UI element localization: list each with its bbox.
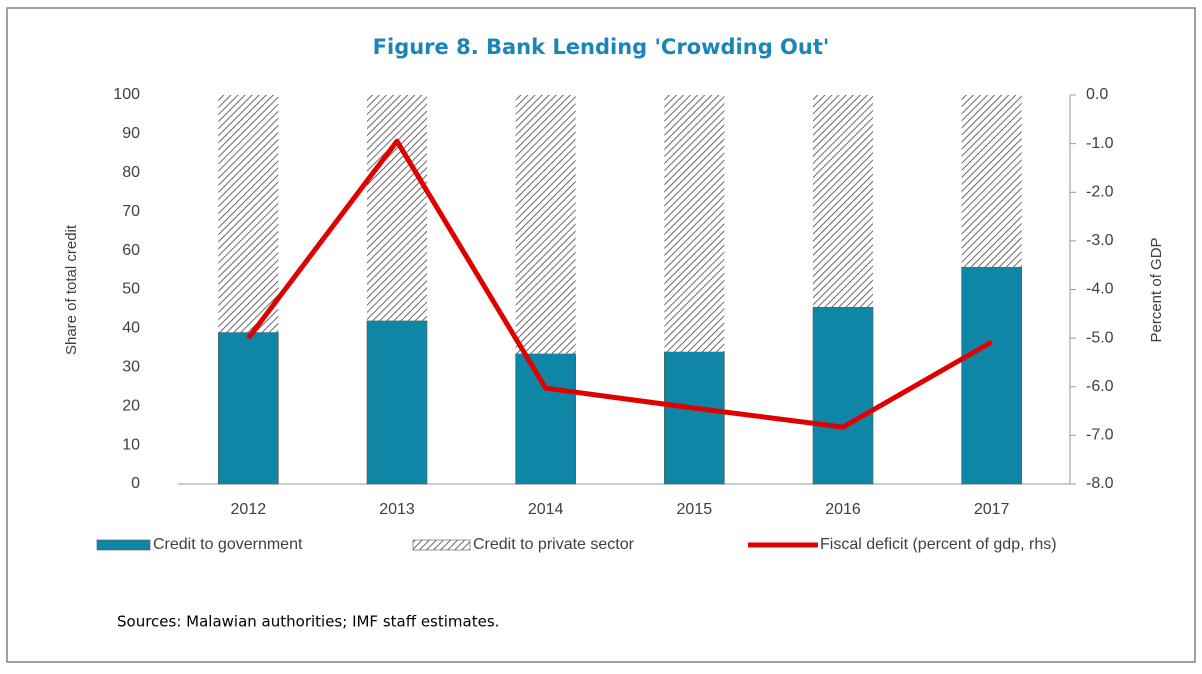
y2-tick-label: -2.0 bbox=[1086, 183, 1114, 200]
y-tick-label: 80 bbox=[122, 164, 140, 181]
bar-segment bbox=[515, 353, 576, 485]
bar-segment bbox=[961, 266, 1022, 485]
y-tick-label: 90 bbox=[122, 125, 140, 142]
bar-segment bbox=[515, 95, 576, 354]
bar-segment bbox=[961, 95, 1022, 267]
bar-segment bbox=[664, 351, 725, 485]
bar-segment bbox=[366, 320, 428, 485]
y2-axis-label: Percent of GDP bbox=[1148, 237, 1165, 342]
bar-segment bbox=[218, 331, 279, 485]
legend-label: Fiscal deficit (percent of gdp, rhs) bbox=[820, 536, 1057, 553]
y-tick-label: 30 bbox=[122, 359, 140, 376]
bar-segment bbox=[812, 306, 874, 485]
x-tick-label: 2015 bbox=[677, 501, 713, 518]
x-tick-label: 2017 bbox=[974, 501, 1010, 518]
y2-tick-label: -5.0 bbox=[1086, 329, 1114, 346]
y-tick-label: 20 bbox=[122, 397, 140, 414]
x-tick-label: 2016 bbox=[825, 501, 861, 518]
y-tick-label: 50 bbox=[122, 281, 140, 298]
y-tick-label: 100 bbox=[113, 86, 140, 103]
y-axis-label: Share of total credit bbox=[63, 224, 80, 355]
y-tick-label: 70 bbox=[122, 203, 140, 220]
y2-tick-label: -6.0 bbox=[1086, 378, 1114, 395]
y2-tick-label: -1.0 bbox=[1086, 135, 1114, 152]
bar-segment bbox=[367, 95, 427, 321]
frame bbox=[6, 7, 1196, 663]
y-tick-label: 0 bbox=[131, 475, 140, 492]
y2-tick-label: -4.0 bbox=[1086, 281, 1114, 298]
legend-label: Credit to private sector bbox=[473, 536, 635, 553]
x-tick-label: 2012 bbox=[231, 501, 267, 518]
y2-tick-label: -8.0 bbox=[1086, 475, 1114, 492]
y2-tick-label: -3.0 bbox=[1086, 232, 1114, 249]
y2-tick-label: -7.0 bbox=[1086, 427, 1114, 444]
y2-tick-label: 0.0 bbox=[1086, 86, 1108, 103]
legend-swatch bbox=[96, 539, 151, 551]
source-note: Sources: Malawian authorities; IMF staff… bbox=[117, 613, 499, 631]
legend-label: Credit to government bbox=[153, 536, 303, 553]
bar-segment bbox=[664, 95, 725, 352]
line-series bbox=[246, 138, 993, 430]
bar-segment bbox=[813, 95, 873, 308]
y-tick-label: 40 bbox=[122, 320, 140, 337]
x-tick-label: 2014 bbox=[528, 501, 564, 518]
x-tick-label: 2013 bbox=[379, 501, 415, 518]
y-tick-label: 10 bbox=[122, 436, 140, 453]
chart-title: Figure 8. Bank Lending 'Crowding Out' bbox=[373, 35, 830, 59]
legend-swatch bbox=[412, 539, 471, 551]
bar-segment bbox=[218, 95, 279, 333]
y-tick-label: 60 bbox=[122, 242, 140, 259]
